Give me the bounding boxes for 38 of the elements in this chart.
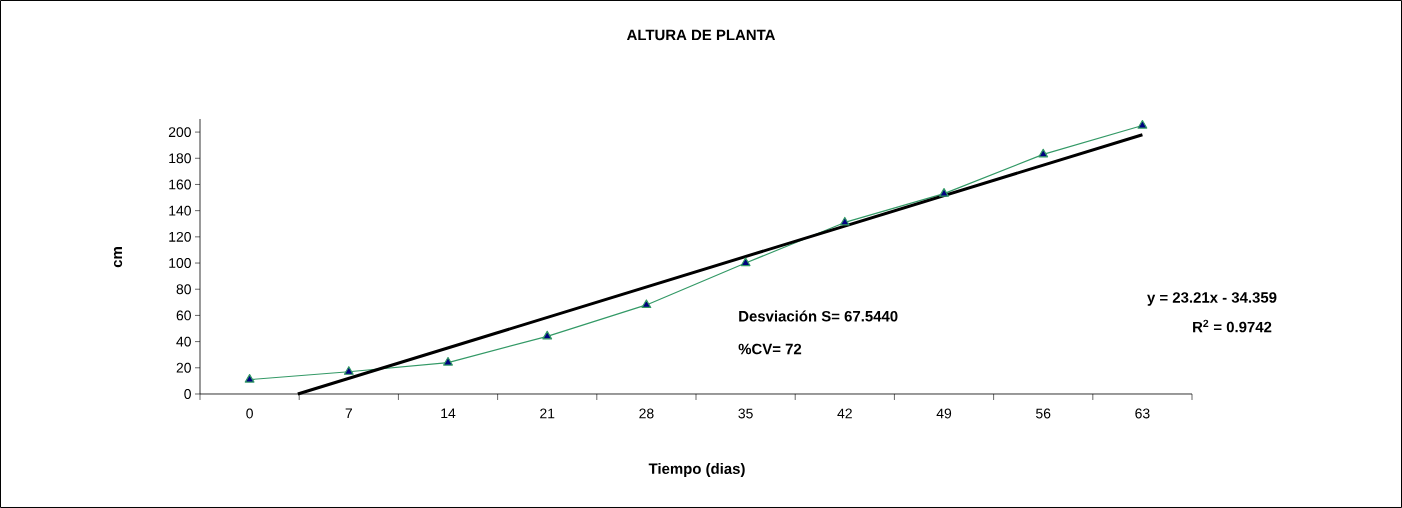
y-tick-label: 200 [168,127,191,138]
point [343,366,354,375]
y-tick-label: 80 [176,284,191,295]
point [443,356,453,366]
point [1038,148,1049,158]
x-tick-label: 21 [540,408,555,419]
annotation: y = 23.21x - 34.359 [1147,292,1277,306]
point [740,257,751,267]
y-tick-label: 0 [184,389,191,399]
annotation: Desviación S= 67.5440 [739,310,898,322]
x-tick-label: 14 [441,408,456,419]
y-tick-label: 160 [169,179,191,190]
y-tick-label: 140 [169,205,191,216]
annotation: %CV= 72 [738,343,802,355]
y-tick-label: 120 [169,231,191,242]
y-tick-label: 40 [176,336,191,347]
x-tick-label: 56 [1036,408,1051,419]
point [1137,119,1148,129]
x-tick-label: 35 [738,408,753,419]
point [641,299,652,309]
y-tick-label: 180 [169,153,191,164]
point [839,216,850,226]
y-tick-label: 100 [169,258,191,268]
x-tick-label: 42 [837,408,852,419]
y-axis-title: cm [113,247,123,268]
x-tick-label: 7 [345,408,352,419]
text: R$^{2}$ = 0.9742 [1193,319,1272,333]
chart-title: ALTURA DE PLANTA [626,29,776,41]
point [244,373,255,383]
x-tick-label: 0 [246,408,253,419]
x-tick-label: 28 [639,408,654,419]
point [939,188,949,197]
y-tick-label: 20 [176,362,191,373]
y-tick-label: 60 [176,310,191,321]
x-tick-label: 63 [1135,408,1150,419]
x-axis-title: Tiempo (dias) [648,463,745,477]
x-tick-label: 49 [936,408,952,419]
point [542,330,553,340]
